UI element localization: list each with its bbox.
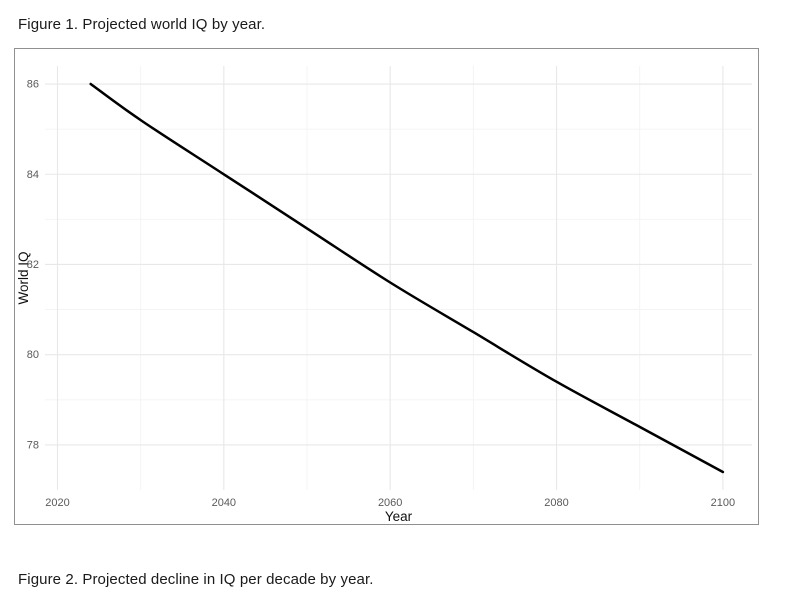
x-tick-label: 2020	[45, 497, 69, 509]
iq-line-chart: 2020 2040 2060 2080 2100 78 80 82 84 86 Year World …	[16, 66, 752, 524]
y-tick-label: 84	[27, 169, 39, 181]
x-tick-label: 2080	[544, 497, 568, 509]
major-gridlines	[45, 66, 752, 490]
minor-gridlines	[45, 66, 752, 490]
x-axis-tick-labels: 2020 2040 2060 2080 2100	[45, 497, 735, 509]
iq-projection-line	[89, 82, 725, 474]
y-tick-label: 78	[27, 439, 39, 451]
series-projected-world-iq	[89, 82, 725, 474]
x-tick-label: 2060	[378, 497, 402, 509]
y-axis-tick-labels: 78 80 82 84 86	[27, 79, 39, 452]
x-tick-label: 2040	[212, 497, 236, 509]
y-axis-title: World IQ	[16, 251, 31, 304]
figure2-caption: Figure 2. Projected decline in IQ per de…	[18, 571, 374, 588]
figure1-chart: 2020 2040 2060 2080 2100 78 80 82 84 86 Year World …	[14, 48, 759, 525]
x-axis-title: Year	[385, 509, 413, 524]
x-tick-label: 2100	[711, 497, 735, 509]
y-tick-label: 80	[27, 349, 39, 361]
y-tick-label: 86	[27, 79, 39, 91]
y-tick-label: 82	[27, 259, 39, 271]
figure1-caption: Figure 1. Projected world IQ by year.	[18, 16, 266, 33]
